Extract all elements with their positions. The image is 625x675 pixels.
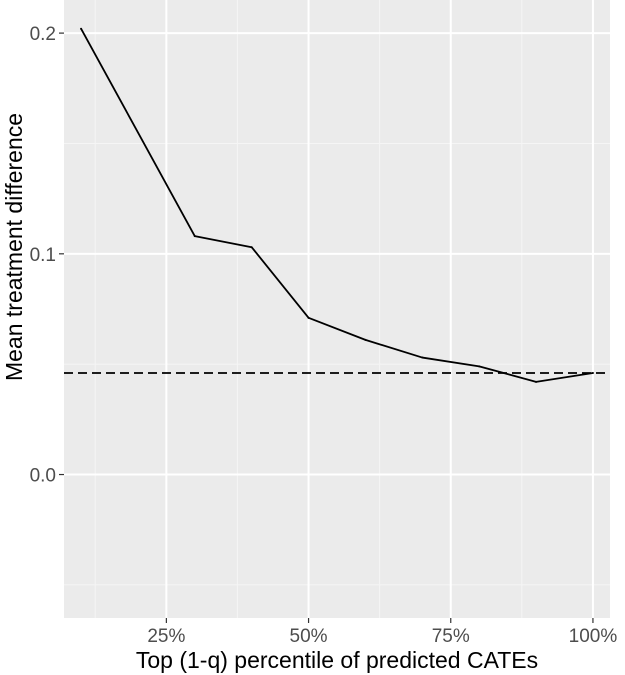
x-tick-label: 25% bbox=[147, 626, 185, 647]
x-tick-label: 75% bbox=[432, 626, 470, 647]
series-layer bbox=[80, 27, 594, 383]
y-tick-label: 0.2 bbox=[30, 24, 56, 45]
y-tick-label: 0.1 bbox=[30, 245, 56, 266]
data-point bbox=[80, 27, 83, 30]
tick-labels: 25% 50% 75% 100% 0.0 0.1 0.2 bbox=[30, 24, 618, 647]
y-tick-label: 0.0 bbox=[30, 466, 56, 487]
x-tick-label: 100% bbox=[569, 626, 618, 647]
data-point bbox=[307, 316, 310, 319]
data-point bbox=[591, 372, 594, 375]
minor-gridlines bbox=[64, 0, 610, 618]
data-point bbox=[364, 338, 367, 341]
data-point bbox=[535, 380, 538, 383]
plot-panel bbox=[64, 0, 610, 618]
x-axis-title: Top (1-q) percentile of predicted CATEs bbox=[136, 647, 538, 673]
axis-ticks bbox=[59, 32, 594, 623]
data-point bbox=[250, 246, 253, 249]
data-point bbox=[421, 356, 424, 359]
data-point bbox=[478, 365, 481, 368]
major-gridlines bbox=[64, 0, 610, 618]
y-axis-title: Mean treatment difference bbox=[1, 113, 27, 381]
x-tick-label: 50% bbox=[290, 626, 328, 647]
data-point bbox=[193, 235, 196, 238]
